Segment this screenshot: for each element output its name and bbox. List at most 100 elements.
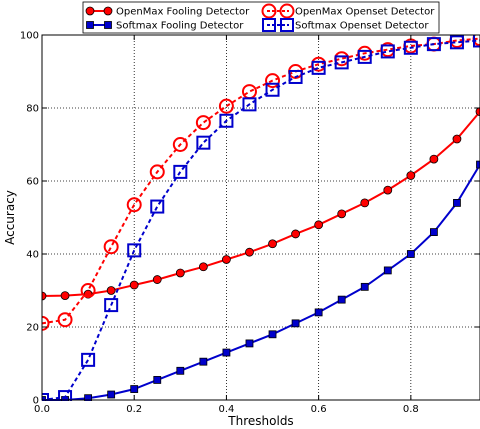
data-point — [429, 154, 439, 164]
series-line — [42, 110, 480, 297]
y-tick-label: 60 — [26, 177, 39, 188]
data-point — [314, 308, 323, 317]
data-point — [106, 286, 116, 295]
data-point — [380, 44, 395, 59]
legend-marker — [279, 3, 295, 19]
legend-marker — [104, 21, 112, 29]
data-point — [357, 49, 372, 64]
data-point — [449, 35, 464, 50]
legend-item: OpenMax Openset Detector — [261, 3, 435, 19]
data-point — [241, 84, 257, 100]
x-tick-label: 0.2 — [126, 404, 142, 415]
data-point — [218, 98, 234, 114]
legend-marker — [103, 6, 113, 16]
data-point — [103, 239, 119, 255]
data-point — [360, 282, 369, 291]
data-point — [242, 97, 257, 112]
data-point — [245, 339, 254, 348]
legend-marker — [86, 21, 94, 29]
data-point — [127, 243, 142, 258]
data-point — [199, 357, 208, 366]
y-tick-label: 20 — [26, 323, 39, 334]
data-point — [173, 164, 188, 179]
x-tick-label: 0.4 — [218, 404, 234, 415]
data-point — [149, 164, 165, 180]
data-point — [57, 312, 73, 328]
data-point — [452, 134, 462, 144]
data-point — [265, 73, 281, 89]
x-tick-label: 0.8 — [403, 404, 419, 415]
data-point — [291, 229, 300, 239]
y-axis-title: Accuracy — [3, 190, 17, 245]
data-point — [383, 185, 393, 195]
y-tick-label: 100 — [20, 31, 39, 42]
legend-marker — [262, 18, 276, 32]
legend-marker — [85, 6, 95, 16]
legend-item: Softmax Openset Detector — [262, 18, 429, 32]
data-point — [476, 160, 480, 169]
legend-label: Softmax Openset Detector — [295, 21, 429, 32]
data-point — [475, 107, 480, 117]
data-point — [406, 250, 415, 258]
legend-box — [82, 1, 440, 34]
data-point — [152, 275, 162, 284]
data-point — [84, 394, 93, 401]
y-tick-label: 40 — [26, 250, 39, 261]
series-softmax-openset-detector — [42, 35, 480, 401]
series-softmax-fooling-detector — [42, 160, 480, 401]
legend-label: OpenMax Fooling Detector — [116, 7, 250, 18]
data-point — [176, 366, 185, 375]
data-point — [195, 115, 211, 131]
data-point — [219, 113, 234, 128]
data-point — [107, 390, 116, 399]
data-point — [453, 198, 461, 207]
x-tick-label: 0.0 — [34, 404, 50, 415]
axis-ticks: 0.0 0.2 0.4 0.6 0.8 0 20 40 60 80 100 — [20, 31, 480, 415]
data-point — [268, 239, 277, 249]
data-point — [222, 255, 231, 264]
x-axis-title: Thresholds — [227, 414, 293, 428]
data-point — [81, 352, 96, 367]
data-point — [42, 291, 47, 301]
data-point — [222, 348, 231, 357]
x-tick-label: 0.6 — [311, 404, 327, 415]
data-point — [153, 376, 162, 384]
data-point — [334, 55, 349, 70]
data-point — [245, 247, 254, 257]
legend-label: OpenMax Openset Detector — [295, 7, 435, 18]
data-point — [268, 330, 277, 339]
legend: OpenMax Fooling Detector Softmax Fooling … — [82, 1, 440, 34]
data-point — [429, 228, 438, 237]
data-point — [265, 82, 280, 97]
data-point — [42, 315, 50, 331]
plot-frame — [41, 34, 480, 401]
data-point — [198, 262, 208, 272]
data-point — [58, 390, 73, 401]
data-point — [129, 280, 139, 290]
series-line — [42, 39, 480, 401]
data-point — [291, 319, 300, 328]
series-openmax-fooling-detector — [42, 107, 480, 301]
data-point — [337, 295, 346, 304]
series-line — [42, 37, 480, 325]
y-tick-label: 0 — [33, 396, 39, 407]
data-point — [196, 135, 211, 150]
data-point — [314, 220, 324, 230]
data-point — [403, 40, 418, 55]
legend-marker — [280, 18, 294, 32]
plot-series — [42, 35, 480, 401]
series-line — [42, 164, 480, 401]
data-point — [130, 385, 139, 393]
data-point — [337, 209, 347, 219]
data-point — [473, 35, 480, 48]
y-tick-label: 80 — [26, 104, 39, 115]
data-point — [288, 69, 303, 84]
data-point — [60, 291, 70, 301]
legend-marker — [261, 3, 277, 19]
data-point — [150, 199, 165, 214]
data-point — [80, 283, 96, 298]
data-point — [426, 37, 441, 52]
data-point — [172, 137, 188, 152]
grid-lines — [42, 35, 480, 400]
